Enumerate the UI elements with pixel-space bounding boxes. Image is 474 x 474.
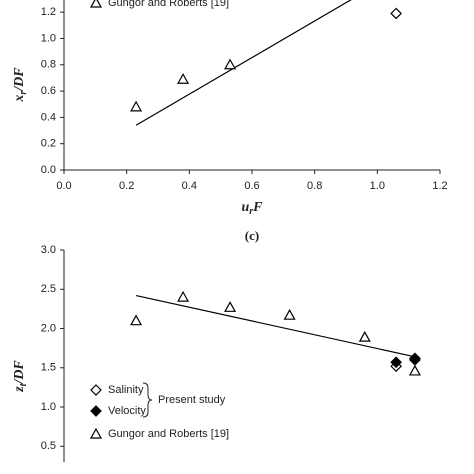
y-tick-label: 2.5 <box>41 283 56 295</box>
legend-label: Salinity <box>108 384 144 396</box>
legend-marker <box>89 0 103 8</box>
legend-marker <box>90 384 102 396</box>
label-rest: /DF <box>12 360 27 385</box>
legend-label: Gungor and Roberts [19] <box>108 428 229 440</box>
point <box>224 58 237 70</box>
point <box>283 308 296 320</box>
x-tick-label: 1.2 <box>432 180 447 192</box>
x-tick-label: 0.4 <box>182 180 197 192</box>
x-tick-label: 1.0 <box>370 180 385 192</box>
y-tick-label: 1.5 <box>41 362 56 374</box>
point <box>177 290 190 302</box>
point <box>358 330 371 342</box>
point <box>130 314 143 326</box>
y-tick-label: 1.0 <box>41 32 56 44</box>
label-main: u <box>241 200 249 215</box>
legend-label: Velocity <box>108 405 146 417</box>
y-tick-label: 2.0 <box>41 322 56 334</box>
y-tick-label: 1.2 <box>41 6 56 18</box>
x-tick-label: 0.6 <box>244 180 259 192</box>
label-sub: r <box>18 91 29 95</box>
label-main: z <box>12 386 27 393</box>
label-rest: F <box>252 200 263 215</box>
point <box>408 364 421 376</box>
label-rest: /DF <box>12 67 27 92</box>
x-tick-label: 0.2 <box>119 180 134 192</box>
x-tick-label: 0.8 <box>307 180 322 192</box>
fit-line <box>135 0 352 126</box>
fit-line <box>135 294 416 358</box>
y-tick-label: 3.0 <box>41 244 56 256</box>
axis-label: zt/DF <box>12 360 29 393</box>
y-tick-label: 0.2 <box>41 138 56 150</box>
legend-marker <box>90 405 102 417</box>
label-sub: r <box>249 206 253 217</box>
y-tick-label: 0.0 <box>41 164 56 176</box>
label-main: x <box>12 95 27 103</box>
y-tick-label: 0.5 <box>41 440 56 452</box>
legend-group: Present study <box>158 394 226 406</box>
point <box>390 7 402 20</box>
legend-label: Gungor and Roberts [19] <box>108 0 229 9</box>
caption: (c) <box>245 228 259 243</box>
point <box>224 301 237 312</box>
y-tick-label: 1.0 <box>41 401 56 413</box>
label-sub: t <box>18 382 29 386</box>
axis-label: urF <box>241 200 263 217</box>
legend-marker <box>89 427 103 439</box>
y-tick-label: 0.6 <box>41 85 56 97</box>
legend-brace <box>142 382 153 418</box>
y-tick-label: 0.8 <box>41 59 56 71</box>
y-tick-label: 0.4 <box>41 111 56 123</box>
point <box>177 73 190 84</box>
point <box>130 100 143 112</box>
axis-label: xr/DF <box>12 67 29 103</box>
point <box>390 356 402 369</box>
x-tick-label: 0.0 <box>56 180 71 192</box>
point <box>409 352 421 365</box>
